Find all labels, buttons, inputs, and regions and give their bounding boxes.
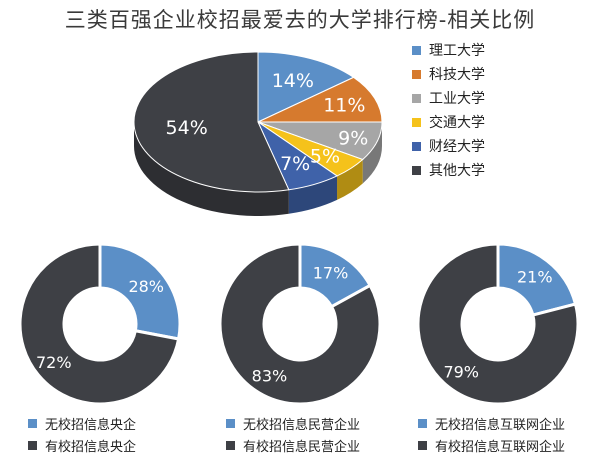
donut-2-slice-1 [218,242,382,406]
donut-1-slice-0 [98,242,182,341]
donut-2-legend-item-1: 有校招信息民营企业 [226,434,360,456]
main-pie-label-1: 11% [323,94,365,116]
donut-2-label-1: 83% [252,367,288,386]
main-pie-side-4 [288,175,338,214]
legend-swatch [418,440,427,450]
donut-3-legend-item-1: 有校招信息互联网企业 [418,434,565,456]
main-legend-item-3: 交通大学 [412,110,485,134]
chart-title: 三类百强企业校招最爱去的大学排行榜-相关比例 [64,8,536,32]
legend-swatch [412,45,421,55]
legend-label: 理工大学 [429,43,485,59]
main-legend-item-0: 理工大学 [412,38,485,62]
legend-swatch [412,117,421,127]
legend-label: 无校招信息民营企业 [243,417,361,433]
donut-3-slice-0 [496,242,578,317]
main-pie-slice-0 [257,51,355,123]
legend-swatch [226,418,235,428]
legend-swatch [412,69,421,79]
main-legend-item-4: 财经大学 [412,134,485,158]
donut-2-legend-item-0: 无校招信息民营企业 [226,412,360,434]
legend-label: 有校招信息互联网企业 [435,439,566,455]
donut-3-legend: 无校招信息互联网企业 有校招信息互联网企业 [418,412,565,456]
legend-swatch [412,93,421,103]
legend-label: 有校招信息民营企业 [243,439,361,455]
main-legend-item-1: 科技大学 [412,62,485,86]
legend-label: 有校招信息央企 [45,439,137,455]
donut-3-label-0: 21% [517,268,553,287]
donut-1-slice-1 [18,242,181,406]
legend-swatch [412,165,421,175]
donut-1-legend-item-0: 无校招信息央企 [28,412,136,434]
main-pie-side-2 [362,122,382,184]
donut-1-label-1: 72% [36,353,72,372]
main-pie-side-5 [134,122,289,216]
main-pie-legend: 理工大学科技大学工业大学交通大学财经大学其他大学 [412,38,485,182]
main-pie: 14% 11% 9%5%7% 54% [133,51,383,216]
main-legend-item-2: 工业大学 [412,86,485,110]
main-legend-item-5: 其他大学 [412,158,485,182]
legend-label: 无校招信息央企 [45,417,137,433]
legend-label: 科技大学 [429,67,485,83]
legend-swatch [418,418,427,428]
donut-chart-2: 17% 83% [218,242,382,406]
legend-label: 无校招信息互联网企业 [435,417,566,433]
legend-label: 交通大学 [429,115,485,131]
donut-2-label-0: 17% [313,263,349,282]
legend-swatch [226,440,235,450]
donut-1-label-0: 28% [128,277,164,296]
legend-swatch [412,141,421,151]
legend-label: 财经大学 [429,139,485,155]
donut-1-legend: 无校招信息央企 有校招信息央企 [28,412,136,456]
donut-3-legend-item-0: 无校招信息互联网企业 [418,412,565,434]
main-pie-side-3 [337,159,363,200]
main-pie-label-5: 54% [166,117,208,139]
main-pie-label-0: 14% [272,70,314,92]
main-pie-slice-5 [133,51,290,193]
donut-2-legend: 无校招信息民营企业 有校招信息民营企业 [226,412,360,456]
donut-chart-1: 28% 72% [18,242,182,406]
donut-3-label-1: 79% [443,362,479,381]
main-pie-label-2: 9% [338,128,368,150]
donut-3-slice-1 [416,242,580,406]
donut-1-legend-item-1: 有校招信息央企 [28,434,136,456]
legend-swatch [28,418,37,428]
main-pie-label-3: 5% [310,145,340,167]
main-pie-slice-1 [257,76,383,123]
donut-chart-3: 21% 79% [416,242,580,406]
legend-swatch [28,440,37,450]
main-pie-label-4: 7% [280,153,310,175]
legend-label: 工业大学 [429,91,485,107]
legend-label: 其他大学 [429,163,485,179]
